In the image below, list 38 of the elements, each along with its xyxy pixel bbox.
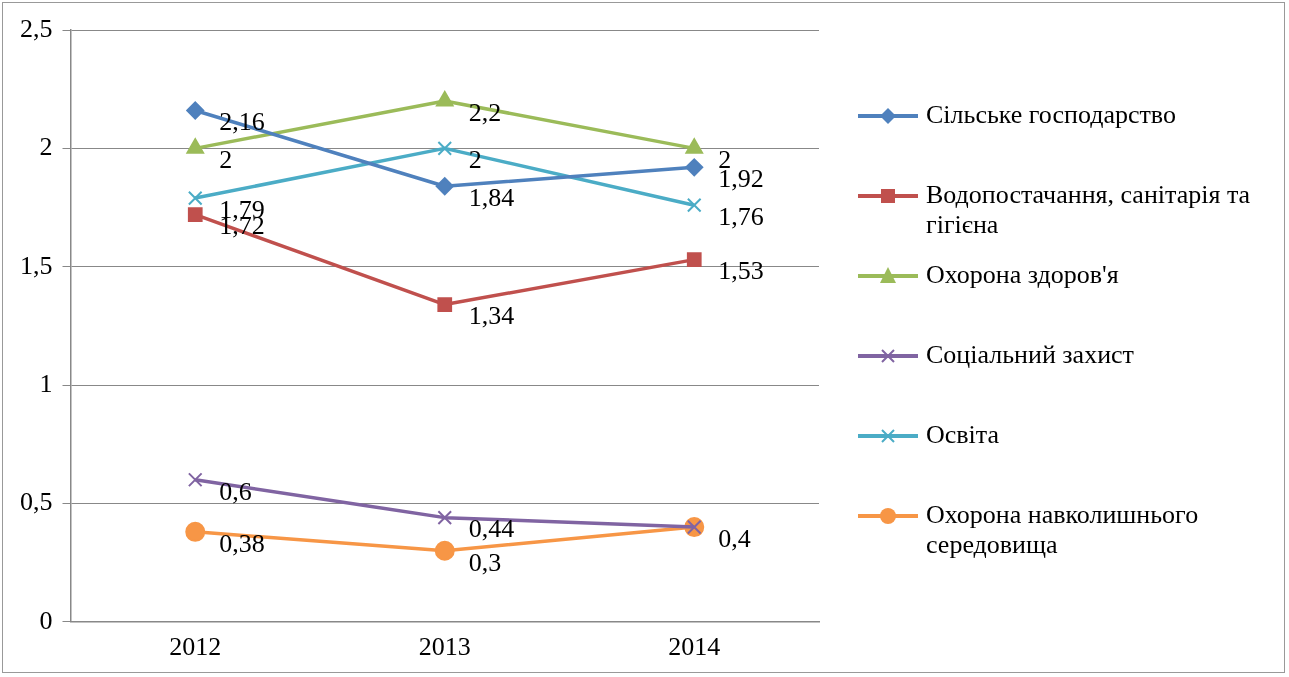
data-label: 0,44 bbox=[468, 514, 515, 544]
point bbox=[435, 91, 454, 107]
point bbox=[686, 197, 702, 213]
y-tick-label: 2 bbox=[39, 132, 53, 162]
y-tick-label: 2,5 bbox=[20, 13, 53, 43]
data-label: 1,34 bbox=[468, 301, 515, 331]
y-tick-label: 1 bbox=[39, 368, 53, 398]
y-tick-label: 0,5 bbox=[20, 487, 53, 517]
legend-label: Соціальний захист bbox=[926, 340, 1134, 370]
x-tick-label: 2013 bbox=[418, 632, 471, 662]
data-label: 2 bbox=[219, 145, 233, 175]
point bbox=[435, 177, 454, 196]
point bbox=[186, 101, 205, 120]
point bbox=[437, 510, 453, 526]
point bbox=[187, 190, 203, 206]
point bbox=[187, 472, 203, 488]
data-label: 0,3 bbox=[468, 547, 502, 577]
point bbox=[437, 297, 453, 312]
legend-label: Сільське господарство bbox=[926, 100, 1176, 130]
data-label: 1,76 bbox=[718, 202, 764, 231]
legend-label: Охорона навколишнього середовища bbox=[926, 500, 1200, 560]
point bbox=[187, 207, 203, 223]
y-tick-label: 1,5 bbox=[20, 250, 53, 280]
point bbox=[685, 158, 704, 177]
point bbox=[437, 141, 453, 156]
data-label: 1,84 bbox=[468, 183, 515, 213]
x-tick-label: 2014 bbox=[668, 632, 721, 662]
legend-label: Освіта bbox=[926, 420, 1000, 450]
data-label: 0,38 bbox=[219, 528, 265, 558]
y-tick-label: 0 bbox=[39, 605, 53, 635]
point bbox=[686, 252, 702, 267]
point bbox=[434, 540, 455, 561]
data-label: 0,4 bbox=[718, 523, 751, 553]
legend-label: Водопостачання, санітарія та гігієна bbox=[926, 180, 1252, 240]
legend-label: Охорона здоров'я bbox=[926, 260, 1119, 290]
x-tick-label: 2012 bbox=[169, 632, 222, 662]
data-label: 1,53 bbox=[718, 256, 764, 286]
point bbox=[185, 521, 206, 542]
